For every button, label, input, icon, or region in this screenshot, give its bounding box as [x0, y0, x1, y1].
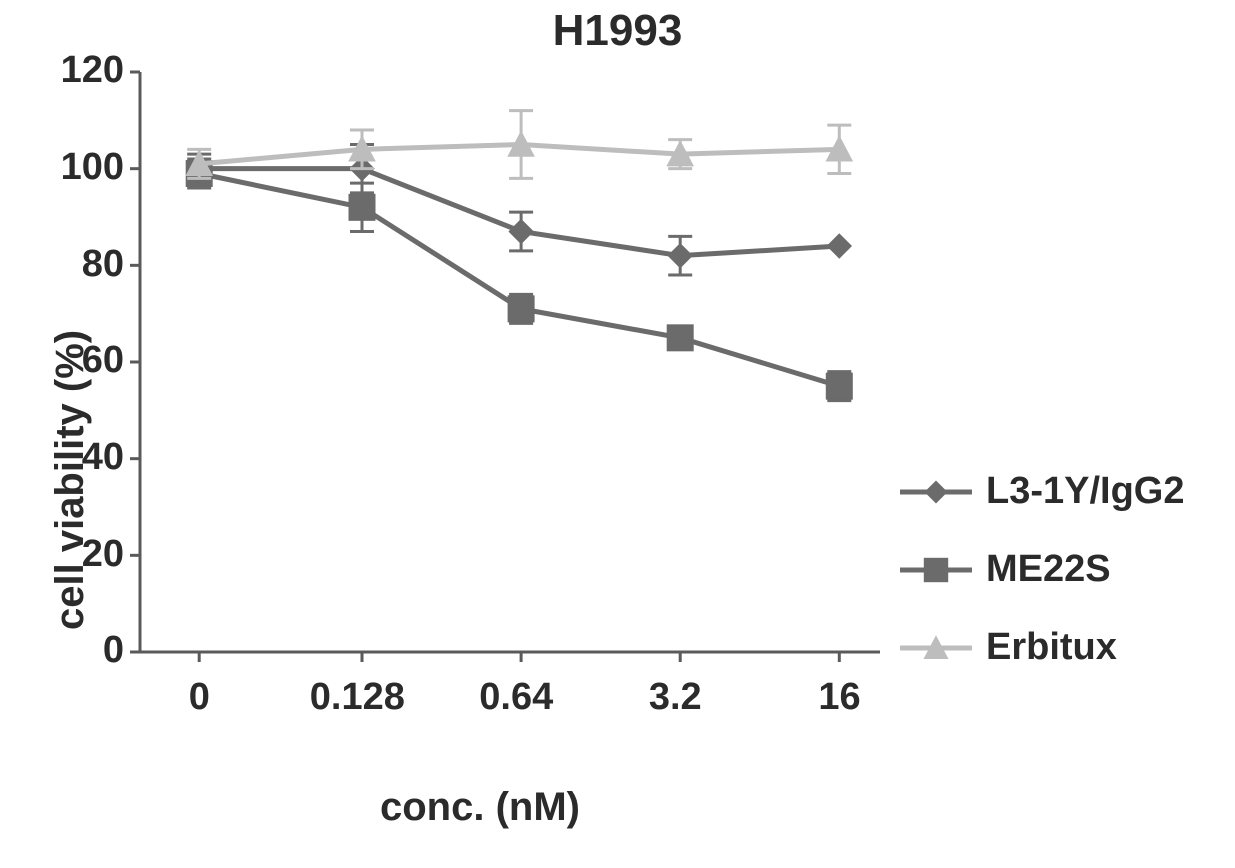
- legend-label: ME22S: [986, 548, 1111, 591]
- x-tick-label: 0.128: [310, 676, 405, 719]
- x-tick-label: 16: [818, 676, 860, 719]
- chart-container: H1993 cell viability (%) conc. (nM) 0204…: [0, 0, 1235, 868]
- y-tick-label: 60: [82, 339, 124, 382]
- legend-swatch: [900, 633, 972, 663]
- legend-item: L3-1Y/IgG2: [900, 470, 1185, 513]
- y-tick-label: 80: [82, 243, 124, 286]
- y-tick-label: 40: [82, 436, 124, 479]
- legend-label: L3-1Y/IgG2: [986, 470, 1185, 513]
- x-tick-label: 3.2: [649, 676, 702, 719]
- legend-swatch: [900, 555, 972, 585]
- legend-label: Erbitux: [986, 626, 1117, 669]
- y-tick-label: 20: [82, 533, 124, 576]
- x-tick-label: 0.64: [479, 676, 553, 719]
- y-tick-label: 0: [103, 629, 124, 672]
- x-tick-label: 0: [189, 676, 210, 719]
- plot-area: [0, 0, 1235, 868]
- legend-item: Erbitux: [900, 626, 1117, 669]
- y-tick-label: 100: [61, 146, 124, 189]
- y-tick-label: 120: [61, 49, 124, 92]
- legend-swatch: [900, 477, 972, 507]
- legend-item: ME22S: [900, 548, 1111, 591]
